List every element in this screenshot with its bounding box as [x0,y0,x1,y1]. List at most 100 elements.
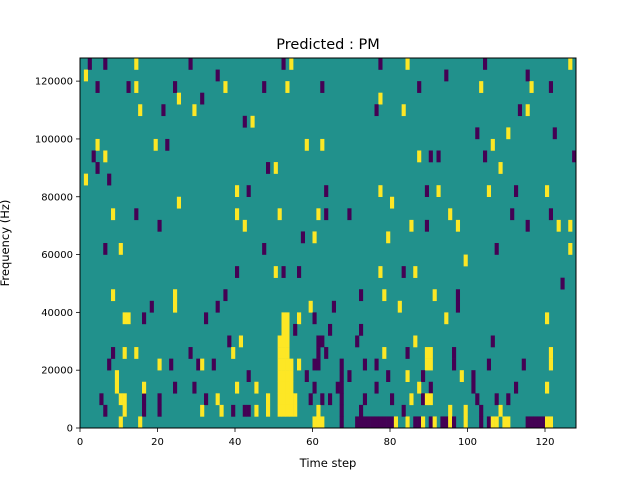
heatmap-cell-278 [440,416,445,428]
heatmap-cell-267 [378,416,383,428]
heatmap-cell-95 [494,243,499,255]
heatmap-cell-185 [289,370,294,382]
heatmap-cell-150 [277,347,282,359]
heatmap-cell-154 [324,347,329,359]
heatmap-cell-64 [424,185,430,197]
heatmap-cell-110 [382,289,387,302]
heatmap-cell-217 [285,393,290,406]
heatmap-cell-281 [452,416,457,428]
heatmap-cell-36 [242,115,247,128]
heatmap-cell-249 [359,404,364,417]
heatmap-cell-129 [545,312,550,325]
heatmap-cell-287 [502,416,507,428]
heatmap-cell-286 [494,416,499,428]
heatmap-cell-161 [107,358,112,371]
heatmap-cell-128 [444,312,449,325]
heatmap-cell-215 [277,393,282,406]
heatmap-cell-213 [215,393,220,406]
heatmap-cell-21 [320,81,325,93]
heatmap-cell-158 [428,347,433,359]
heatmap-cell-135 [227,335,232,348]
heatmap-cell-293 [541,416,546,428]
heatmap-cell-83 [409,219,414,232]
heatmap-cell-7 [405,58,410,70]
heatmap-cell-206 [545,381,550,394]
heatmap-cell-9 [568,58,573,70]
heatmap-cell-173 [316,358,321,371]
y-axis-label: Frequency (Hz) [0,200,12,287]
heatmap-cell-227 [424,393,430,406]
heatmap-cell-149 [231,347,236,359]
heatmap-cell-235 [157,404,162,417]
x-axis-ticks: 0 20 40 60 80 100 120 [77,428,555,448]
heatmap-cell-147 [134,347,139,359]
heatmap-cell-277 [432,416,437,428]
heatmap-cell-223 [362,393,368,406]
heatmap-cell-164 [196,358,201,371]
heatmap-cell-288 [506,416,511,428]
heatmap-cell-15 [126,81,131,93]
heatmap-cell-157 [424,347,430,359]
heatmap-cell-72 [134,208,139,221]
heatmap-cell-75 [316,208,321,221]
heatmap-cell-71 [111,208,116,221]
heatmap-cell-132 [293,323,298,336]
heatmap-cell-168 [281,358,286,371]
heatmap-cell-87 [556,219,561,232]
heatmap-cell-82 [242,219,247,232]
heatmap-cell-194 [235,381,240,394]
heatmap-cell-232 [103,404,108,417]
heatmap-cell-175 [374,358,379,371]
x-tick-label: 60 [306,437,319,448]
heatmap-cell-29 [138,104,143,117]
heatmap-cell-45 [320,138,325,151]
heatmap-cell-142 [355,335,360,348]
heatmap-cell-61 [246,185,251,197]
heatmap-cell-65 [436,185,441,197]
heatmap-cell-8 [483,58,488,70]
heatmap-cell-205 [514,381,519,394]
heatmap-cell-37 [250,115,255,128]
heatmap-cell-0 [87,58,92,70]
heatmap-cell-247 [293,404,298,417]
heatmap-cell-193 [192,381,197,394]
heatmap-cell-26 [176,92,182,105]
heatmap-cell-207 [99,393,104,406]
heatmap-cell-169 [285,358,290,371]
heatmap-cell-230 [494,393,499,406]
heatmap-cell-271 [393,416,399,428]
heatmap-cell-86 [525,219,530,232]
heatmap-cell-210 [142,393,147,406]
y-tick-label: 40000 [41,308,73,319]
heatmap-cell-107 [173,289,178,302]
heatmap-cell-6 [378,58,383,70]
heatmap-cell-39 [506,127,511,140]
x-axis-label: Time step [299,456,357,470]
heatmap-cell-50 [428,150,433,163]
heatmap-cell-264 [366,416,371,428]
heatmap-cell-179 [486,358,492,371]
heatmap-cell-67 [514,185,519,197]
heatmap-cell-125 [285,312,290,325]
heatmap-cell-22 [417,81,422,93]
heatmap-cell-42 [153,138,158,151]
heatmap-cell-19 [262,81,267,93]
heatmap-cell-114 [173,300,178,313]
heatmap-cell-239 [242,404,247,417]
heatmap-cell-79 [510,208,515,221]
heatmap-cell-153 [316,347,321,359]
heatmap-cell-290 [529,416,534,428]
heatmap-cell-266 [374,416,379,428]
heatmap-cell-25 [548,81,554,93]
heatmap-cell-171 [297,358,302,371]
heatmap-cell-52 [483,150,488,163]
heatmap-cell-305 [417,381,422,394]
heatmap-cell-60 [235,185,240,197]
heatmap-cell-276 [428,416,433,428]
heatmap-cell-32 [374,104,379,117]
heatmap-cell-63 [378,185,383,197]
heatmap-cell-68 [545,185,550,197]
heatmap-cell-47 [91,150,96,163]
heatmap-cell-91 [386,231,391,244]
heatmap-cell-115 [215,300,220,313]
